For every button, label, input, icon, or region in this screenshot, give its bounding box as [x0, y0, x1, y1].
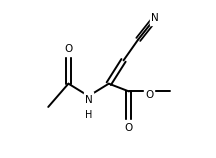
Bar [124, 120, 134, 136]
Text: O: O [145, 90, 153, 100]
Bar [64, 41, 73, 57]
Text: O: O [64, 44, 73, 54]
Text: N: N [85, 95, 92, 105]
Text: N: N [151, 13, 159, 23]
Text: O: O [125, 123, 133, 133]
Bar [150, 10, 159, 25]
Bar [145, 88, 154, 103]
Bar [84, 92, 93, 108]
Text: H: H [85, 110, 92, 120]
